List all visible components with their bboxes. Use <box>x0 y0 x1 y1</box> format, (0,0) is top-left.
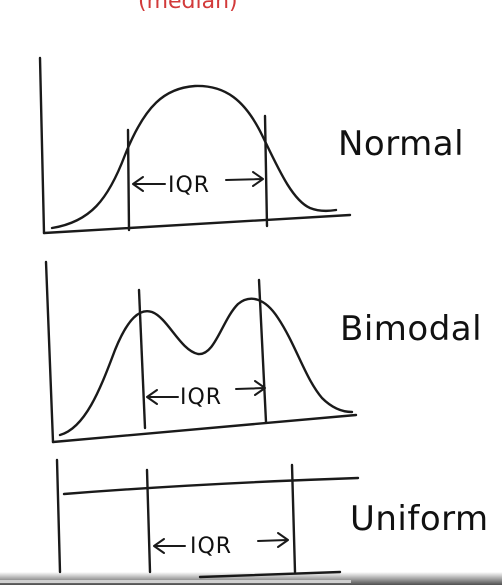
normal-iqr-left-arrow <box>132 176 166 192</box>
bimodal-y-axis <box>44 260 55 444</box>
normal-iqr-q3-line <box>263 114 269 228</box>
uniform-iqr-left-arrow <box>153 538 186 554</box>
bimodal-distribution-label: Bimodal <box>340 309 482 349</box>
bimodal-curve <box>58 297 354 437</box>
uniform-iqr-q3-line <box>290 463 297 574</box>
bimodal-iqr-label: IQR <box>180 385 222 410</box>
uniform-panel: IQR Uniform <box>55 458 489 579</box>
bimodal-x-axis <box>51 413 358 444</box>
uniform-iqr-label: IQR <box>190 534 232 559</box>
bimodal-iqr-q3-line <box>257 278 268 424</box>
header-cut-text: (median) <box>138 0 238 14</box>
normal-y-axis <box>38 56 46 235</box>
uniform-iqr-q1-line <box>145 468 152 574</box>
bimodal-iqr-left-arrow <box>146 389 179 405</box>
video-progress-bar[interactable] <box>0 580 352 583</box>
normal-iqr-q1-line <box>126 128 131 232</box>
uniform-y-axis <box>55 458 62 574</box>
video-controls-bar[interactable] <box>0 572 502 585</box>
bimodal-iqr-right-arrow <box>235 380 266 396</box>
bimodal-panel: IQR Bimodal <box>44 260 482 444</box>
normal-x-axis <box>42 213 352 235</box>
bimodal-iqr-q1-line <box>137 288 147 430</box>
normal-distribution-label: Normal <box>338 124 464 164</box>
normal-curve <box>50 84 338 230</box>
uniform-iqr-right-arrow <box>257 532 289 548</box>
uniform-curve <box>62 476 360 496</box>
normal-iqr-right-arrow <box>225 171 264 187</box>
uniform-distribution-label: Uniform <box>350 499 489 539</box>
normal-panel: IQR Normal <box>38 56 464 235</box>
normal-iqr-label: IQR <box>168 173 210 198</box>
